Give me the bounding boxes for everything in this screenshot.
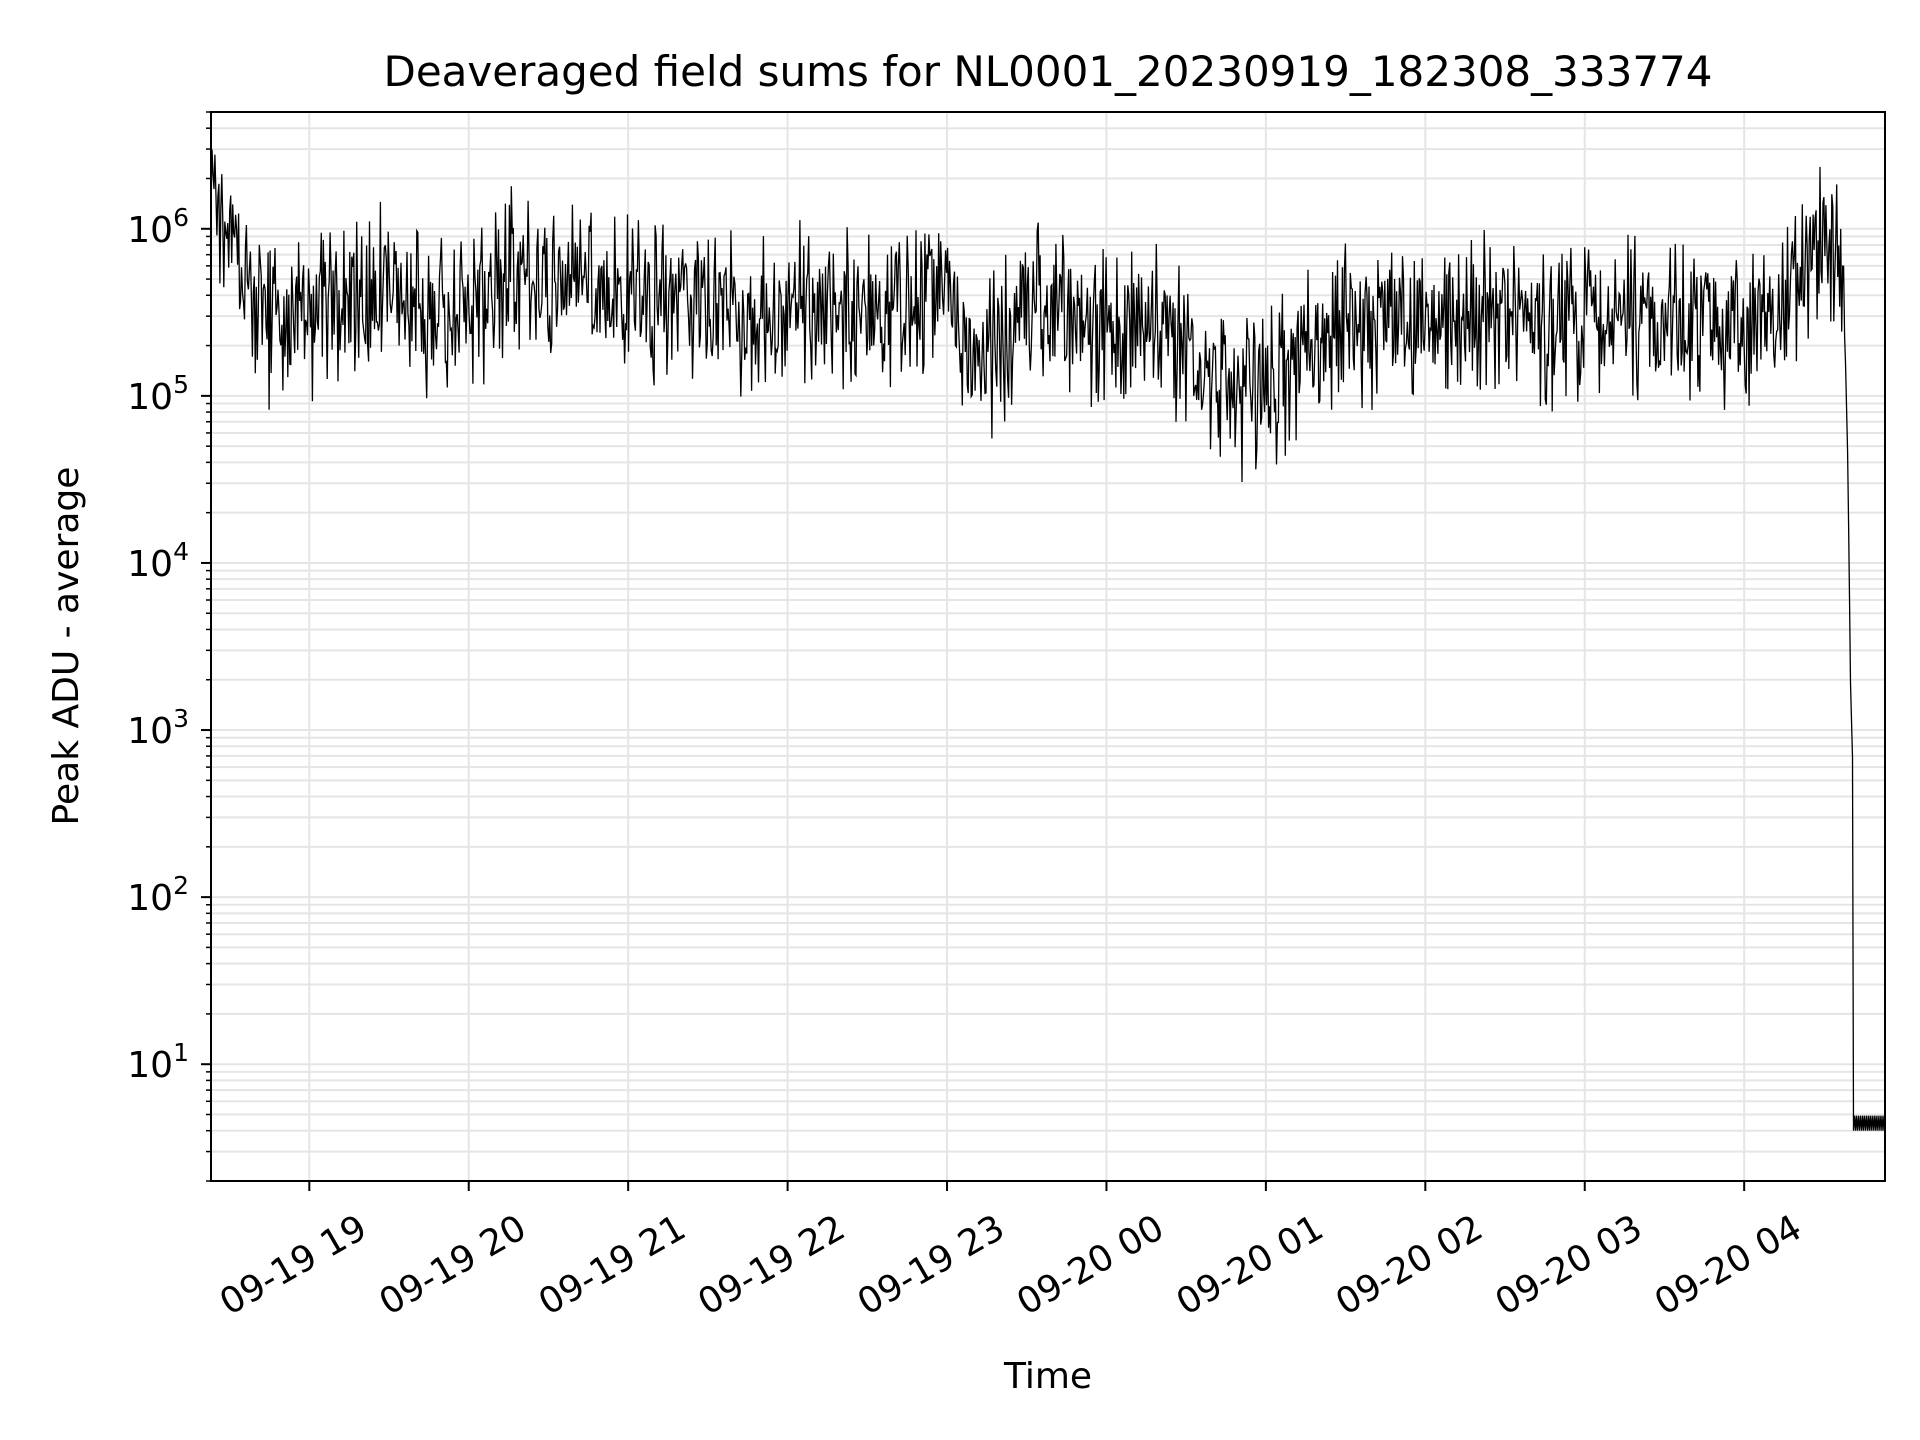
y-tick-label: 106 [127,203,189,251]
y-tick-label: 104 [127,537,189,585]
plot-frame [210,111,1886,1182]
x-axis-label: Time [1003,1356,1092,1397]
y-tick-label: 105 [127,370,189,418]
y-axis: 101 102 103 104 105 106 [127,111,211,1182]
y-tick-label: 103 [127,704,189,752]
chart-title: Deaveraged field sums for NL0001_2023091… [384,47,1713,96]
data-area [210,149,1886,1131]
y-axis-label: Peak ADU - average [46,467,87,826]
y-tick-label: 102 [127,871,189,919]
y-tick-label: 101 [127,1038,189,1086]
series-line [210,149,1886,1131]
grid [211,111,1885,1182]
